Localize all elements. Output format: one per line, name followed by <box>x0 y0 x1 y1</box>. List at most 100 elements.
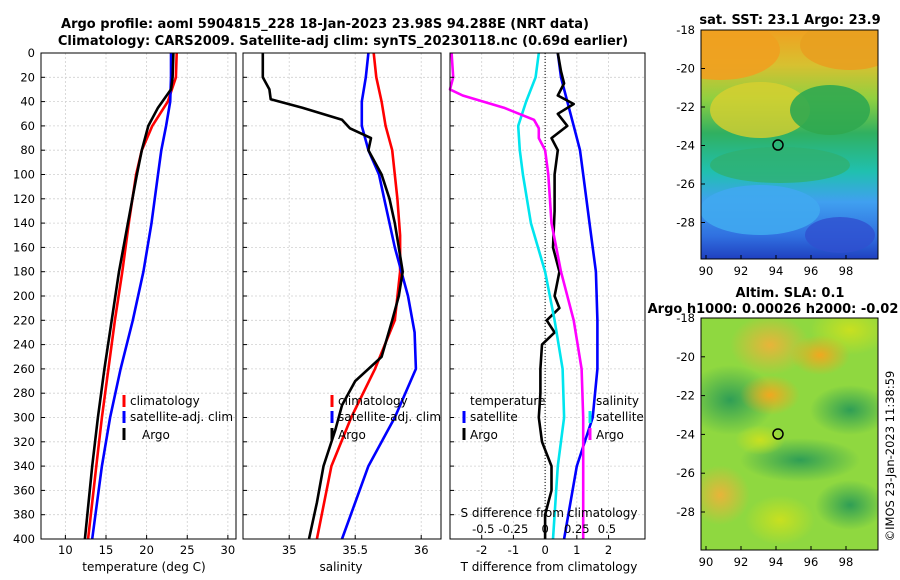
y-tick-label: 380 <box>13 508 35 522</box>
legend-satellite: satellite-adj. clim <box>130 410 233 424</box>
series-satellite-adj-clim <box>340 52 418 540</box>
y-tick-label: 60 <box>20 119 35 133</box>
map-x-tick-label: 94 <box>769 555 784 569</box>
sla-map-title-line2: Argo h1000: 0.00026 h2000: -0.02 <box>648 302 899 317</box>
y-tick-label: 20 <box>20 70 35 84</box>
legend-climatology: climatology <box>338 394 408 408</box>
y-tick-label: 400 <box>13 532 35 546</box>
map-x-tick-label: 92 <box>734 555 749 569</box>
top-x-tick-label: 0.5 <box>598 522 616 536</box>
legend-temperature: temperature <box>470 394 545 408</box>
series-argo <box>83 52 175 540</box>
salinity-panel: 35 35.5 36 <box>242 52 442 557</box>
x-tick-label: 36 <box>414 543 429 557</box>
y-tick-label: 260 <box>13 362 35 376</box>
map-x-tick-label: 90 <box>699 264 714 278</box>
map-y-tick-label: -28 <box>676 216 695 230</box>
difference-top-xlabel: S difference from climatology <box>461 506 638 520</box>
sst-argo-marker <box>772 139 784 151</box>
map-y-tick-label: -24 <box>676 139 695 153</box>
series-satellite-adj-clim <box>90 53 173 540</box>
difference-panel: -2 -1 0 1 2 -0.5 -0.25 0 0.25 0.5 <box>448 52 646 557</box>
y-tick-label: 0 <box>28 46 35 60</box>
y-tick-label: 300 <box>13 411 35 425</box>
y-tick-label: 340 <box>13 459 35 473</box>
legend-satellite: satellite-adj. clim <box>338 410 441 424</box>
map-y-tick-label: -20 <box>676 62 695 76</box>
y-tick-label: 80 <box>20 143 35 157</box>
salinity-legend: climatology satellite-adj. clim Argo <box>330 394 441 442</box>
x-tick-label: 2 <box>605 543 612 557</box>
map-y-tick-label: -28 <box>676 505 695 519</box>
legend-s-satellite: satellite <box>596 410 644 424</box>
legend-argo: Argo <box>142 428 170 442</box>
figure-title-line2: Climatology: CARS2009. Satellite-adj cli… <box>58 34 628 49</box>
temperature-xlabel: temperature (deg C) <box>82 560 205 574</box>
y-tick-label: 280 <box>13 386 35 400</box>
salinity-xlabel: salinity <box>319 560 362 574</box>
map-x-tick-label: 98 <box>839 264 854 278</box>
map-x-tick-label: 96 <box>804 264 819 278</box>
map-x-tick-label: 98 <box>839 555 854 569</box>
map-y-tick-label: -22 <box>676 100 695 114</box>
x-tick-label: -2 <box>476 543 487 557</box>
top-x-tick-label: -0.5 <box>472 522 494 536</box>
y-tick-label: 220 <box>13 313 35 327</box>
temperature-legend: climatology satellite-adj. clim Argo <box>122 394 233 442</box>
x-tick-label: 10 <box>58 543 73 557</box>
legend-argo: Argo <box>338 428 366 442</box>
sla-argo-marker <box>772 428 784 440</box>
x-tick-label: 35 <box>282 543 297 557</box>
map-x-tick-label: 92 <box>734 264 749 278</box>
y-tick-label: 200 <box>13 289 35 303</box>
x-tick-label: 1 <box>573 543 580 557</box>
temperature-panel: 10 15 20 25 30020406080100120140160180200220… <box>13 46 237 557</box>
legend-climatology: climatology <box>130 394 200 408</box>
x-tick-label: -1 <box>508 543 519 557</box>
map-y-tick-label: -18 <box>676 23 695 37</box>
x-tick-label: 20 <box>139 543 154 557</box>
figure-title-line1: Argo profile: aoml 5904815_228 18-Jan-20… <box>61 17 589 32</box>
x-tick-label: 0 <box>541 543 548 557</box>
map-y-tick-label: -18 <box>676 311 695 325</box>
x-tick-label: 15 <box>99 543 114 557</box>
x-tick-label: 25 <box>180 543 195 557</box>
series-t-argo <box>537 52 576 539</box>
series-climatology <box>315 52 402 540</box>
y-tick-label: 160 <box>13 240 35 254</box>
map-y-tick-label: -24 <box>676 427 695 441</box>
y-tick-label: 100 <box>13 168 35 182</box>
difference-legend: temperature satellite Argo salinity sate… <box>462 394 644 442</box>
map-y-tick-label: -26 <box>676 177 695 191</box>
y-tick-label: 320 <box>13 435 35 449</box>
legend-salinity: salinity <box>596 394 639 408</box>
x-tick-label: 30 <box>221 543 236 557</box>
legend-t-satellite: satellite <box>470 410 518 424</box>
map-x-tick-label: 96 <box>804 555 819 569</box>
y-tick-label: 120 <box>13 192 35 206</box>
top-x-tick-label: 0 <box>541 522 548 536</box>
sst-map-title: sat. SST: 23.1 Argo: 23.9 <box>699 13 880 28</box>
x-tick-label: 35.5 <box>342 543 368 557</box>
sst-map <box>701 30 878 259</box>
map-x-tick-label: 90 <box>699 555 714 569</box>
y-tick-label: 40 <box>20 95 35 109</box>
map-y-tick-label: -26 <box>676 466 695 480</box>
map-x-tick-label: 94 <box>769 264 784 278</box>
series-s-argo <box>448 52 585 539</box>
legend-t-argo: Argo <box>470 428 498 442</box>
legend-s-argo: Argo <box>596 428 624 442</box>
y-tick-label: 240 <box>13 338 35 352</box>
top-x-tick-label: -0.25 <box>499 522 529 536</box>
map-y-tick-label: -22 <box>676 389 695 403</box>
y-tick-label: 360 <box>13 483 35 497</box>
sla-map-title-line1: Altim. SLA: 0.1 <box>736 286 845 301</box>
y-tick-label: 180 <box>13 265 35 279</box>
difference-xlabel: T difference from climatology <box>460 560 638 574</box>
series-s-satellite <box>516 52 566 540</box>
y-tick-label: 140 <box>13 216 35 230</box>
timestamp-stamp: ©IMOS 23-Jan-2023 11:38:59 <box>883 371 897 542</box>
series-argo <box>261 53 405 540</box>
map-y-tick-label: -20 <box>676 350 695 364</box>
